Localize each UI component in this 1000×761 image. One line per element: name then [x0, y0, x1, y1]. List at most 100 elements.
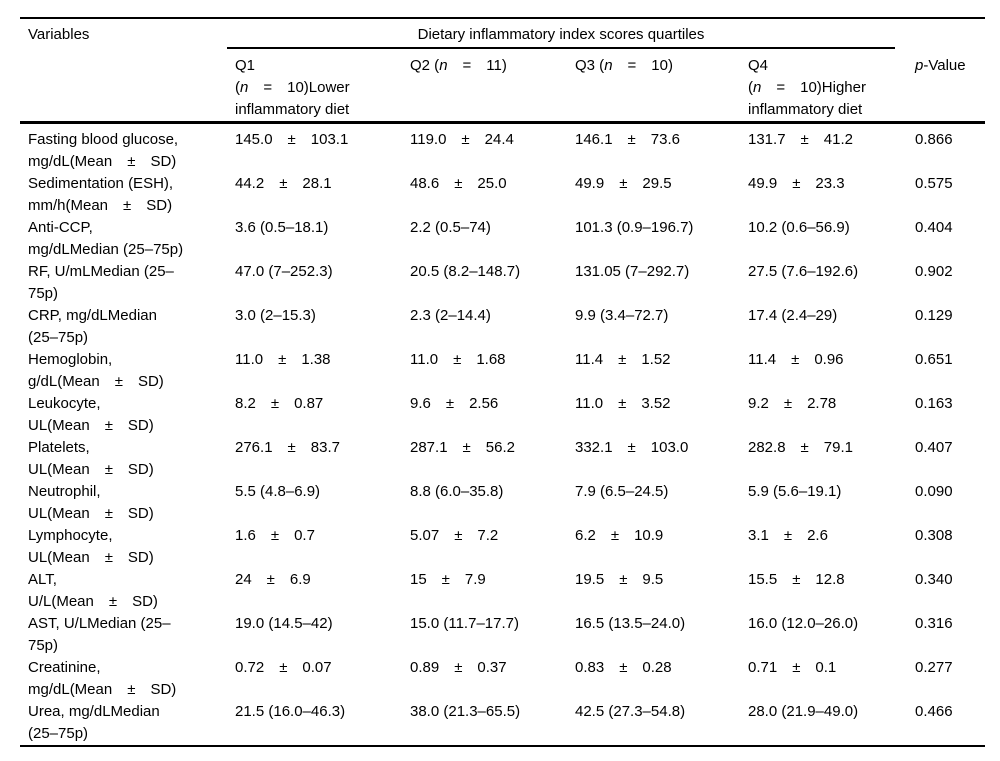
q4-value-cell: 11.4 ± 0.96	[748, 351, 844, 368]
q4-value-cell: 9.2 ± 2.78	[748, 395, 837, 412]
variable-cell: Lymphocyte, UL(Mean ± SD)	[28, 527, 154, 566]
spanner-cell: Dietary inflammatory index scores quarti…	[227, 18, 907, 49]
q3-value-cell: 19.5 ± 9.5	[575, 571, 664, 588]
variable-cell: CRP, mg/dLMedian (25–75p)	[28, 307, 157, 346]
q2-value-cell: 8.8 (6.0–35.8)	[410, 483, 504, 500]
q2-value-cell: 2.3 (2–14.4)	[410, 307, 491, 324]
table-row: CRP, mg/dLMedian (25–75p) 3.0 (2–15.3) 2.3 …	[20, 305, 985, 349]
p-value-cell: 0.404	[915, 219, 953, 236]
table-row: Platelets, UL(Mean ± SD) 276.1 ± 83.7 287.1…	[20, 437, 985, 481]
q3-value-cell: 131.05 (7–292.7)	[575, 263, 690, 280]
q1-value-cell: 5.5 (4.8–6.9)	[235, 483, 321, 500]
variable-cell: Platelets, UL(Mean ± SD)	[28, 439, 154, 478]
q1-value-cell: 276.1 ± 83.7	[235, 439, 340, 456]
variable-cell: Sedimentation (ESH), mm/h(Mean ± SD)	[28, 175, 174, 214]
q2-value-cell: 38.0 (21.3–65.5)	[410, 703, 521, 720]
spanner-gap	[907, 18, 985, 49]
q4-value-cell: 17.4 (2.4–29)	[748, 307, 838, 324]
table-row: Sedimentation (ESH), mm/h(Mean ± SD) 44.2 …	[20, 173, 985, 217]
q1-value-cell: 3.0 (2–15.3)	[235, 307, 316, 324]
q3-value-cell: 16.5 (13.5–24.0)	[575, 615, 686, 632]
q4-value-cell: 27.5 (7.6–192.6)	[748, 263, 859, 280]
q1-value-cell: 0.72 ± 0.07	[235, 659, 332, 676]
p-value-cell: 0.340	[915, 571, 953, 588]
q1-value-cell: 19.0 (14.5–42)	[235, 615, 333, 632]
q1-value-cell: 145.0 ± 103.1	[235, 131, 349, 148]
col-header-empty	[20, 49, 227, 124]
q3-value-cell: 7.9 (6.5–24.5)	[575, 483, 669, 500]
table-row: AST, U/LMedian (25– 75p) 19.0 (14.5–42) 15.…	[20, 613, 985, 657]
table-row: RF, U/mLMedian (25– 75p) 47.0 (7–252.3) 20.…	[20, 261, 985, 305]
q2-value-cell: 11.0 ± 1.68	[410, 351, 506, 368]
p-value-cell: 0.866	[915, 131, 953, 148]
q2-value-cell: 15 ± 7.9	[410, 571, 486, 588]
col-header-q1: Q1 (n = 10)Lower inflammatory diet	[227, 49, 402, 124]
q1-value-cell: 3.6 (0.5–18.1)	[235, 219, 329, 236]
q1-value-cell: 1.6 ± 0.7	[235, 527, 315, 544]
q2-value-cell: 15.0 (11.7–17.7)	[410, 615, 519, 632]
q4-value-cell: 16.0 (12.0–26.0)	[748, 615, 859, 632]
variable-cell: ALT, U/L(Mean ± SD)	[28, 571, 158, 610]
q1-value-cell: 21.5 (16.0–46.3)	[235, 703, 346, 720]
q4-value-cell: 3.1 ± 2.6	[748, 527, 828, 544]
header-row-spanner: Variables Dietary inflammatory index sco…	[20, 18, 985, 49]
q4-value-cell: 28.0 (21.9–49.0)	[748, 703, 859, 720]
table-row: Anti-CCP, mg/dLMedian (25–75p) 3.6 (0.5–18…	[20, 217, 985, 261]
q2-value-cell: 0.89 ± 0.37	[410, 659, 507, 676]
q3-value-cell: 6.2 ± 10.9	[575, 527, 664, 544]
q1-value-cell: 44.2 ± 28.1	[235, 175, 332, 192]
q3-value-cell: 42.5 (27.3–54.8)	[575, 703, 686, 720]
q3-value-cell: 49.9 ± 29.5	[575, 175, 672, 192]
q3-value-cell: 332.1 ± 103.0	[575, 439, 689, 456]
p-value-cell: 0.466	[915, 703, 953, 720]
quartiles-table: Variables Dietary inflammatory index sco…	[20, 17, 986, 747]
col-header-q4: Q4 (n = 10)Higher inflammatory diet	[740, 49, 908, 124]
q3-value-cell: 146.1 ± 73.6	[575, 131, 680, 148]
q4-value-cell: 15.5 ± 12.8	[748, 571, 845, 588]
table-row: ALT, U/L(Mean ± SD) 24 ± 6.9 15 ± 7.9 19.5 ±…	[20, 569, 985, 613]
table-row: Hemoglobin, g/dL(Mean ± SD) 11.0 ± 1.38 11.…	[20, 349, 985, 393]
col-header-q2: Q2 (n = 11)	[402, 49, 567, 124]
q2-value-cell: 119.0 ± 24.4	[410, 131, 514, 148]
p-value-cell: 0.308	[915, 527, 953, 544]
p-value-cell: 0.316	[915, 615, 953, 632]
variable-cell: RF, U/mLMedian (25– 75p)	[28, 263, 174, 302]
p-value-cell: 0.277	[915, 659, 953, 676]
q2-value-cell: 5.07 ± 7.2	[410, 527, 499, 544]
q2-value-cell: 2.2 (0.5–74)	[410, 219, 491, 236]
q4-value-cell: 10.2 (0.6–56.9)	[748, 219, 850, 236]
table-row: Fasting blood glucose, mg/dL(Mean ± SD) 14…	[20, 123, 985, 174]
spanner-label: Dietary inflammatory index scores quarti…	[227, 24, 896, 49]
q4-value-cell: 282.8 ± 79.1	[748, 439, 853, 456]
q3-value-cell: 11.4 ± 1.52	[575, 351, 671, 368]
table-row: Urea, mg/dLMedian (25–75p) 21.5 (16.0–46.3…	[20, 701, 985, 746]
q3-value-cell: 101.3 (0.9–196.7)	[575, 219, 694, 236]
q3-value-cell: 0.83 ± 0.28	[575, 659, 672, 676]
q1-value-cell: 24 ± 6.9	[235, 571, 311, 588]
variable-cell: Hemoglobin, g/dL(Mean ± SD)	[28, 351, 164, 390]
q1-value-cell: 8.2 ± 0.87	[235, 395, 324, 412]
variable-cell: Fasting blood glucose, mg/dL(Mean ± SD)	[28, 131, 179, 170]
p-value-cell: 0.575	[915, 175, 953, 192]
table-row: Lymphocyte, UL(Mean ± SD) 1.6 ± 0.7 5.07 ± …	[20, 525, 985, 569]
col-header-variables: Variables	[28, 26, 90, 43]
q1-value-cell: 11.0 ± 1.38	[235, 351, 331, 368]
q4-value-cell: 0.71 ± 0.1	[748, 659, 837, 676]
q1-value-cell: 47.0 (7–252.3)	[235, 263, 333, 280]
q3-value-cell: 9.9 (3.4–72.7)	[575, 307, 669, 324]
p-value-cell: 0.407	[915, 439, 953, 456]
q2-value-cell: 48.6 ± 25.0	[410, 175, 507, 192]
table-row: Leukocyte, UL(Mean ± SD) 8.2 ± 0.87 9.6 ± 2…	[20, 393, 985, 437]
variable-cell: Anti-CCP, mg/dLMedian (25–75p)	[28, 219, 184, 258]
variable-cell: Creatinine, mg/dL(Mean ± SD)	[28, 659, 177, 698]
variable-cell: AST, U/LMedian (25– 75p)	[28, 615, 171, 654]
p-value-cell: 0.902	[915, 263, 953, 280]
q4-value-cell: 5.9 (5.6–19.1)	[748, 483, 842, 500]
table-row: Creatinine, mg/dL(Mean ± SD) 0.72 ± 0.07 0.…	[20, 657, 985, 701]
variable-cell: Urea, mg/dLMedian (25–75p)	[28, 703, 160, 742]
q2-value-cell: 287.1 ± 56.2	[410, 439, 515, 456]
p-value-cell: 0.163	[915, 395, 953, 412]
table-body: Fasting blood glucose, mg/dL(Mean ± SD) 14…	[20, 123, 985, 747]
table-row: Neutrophil, UL(Mean ± SD) 5.5 (4.8–6.9) 8.8…	[20, 481, 985, 525]
